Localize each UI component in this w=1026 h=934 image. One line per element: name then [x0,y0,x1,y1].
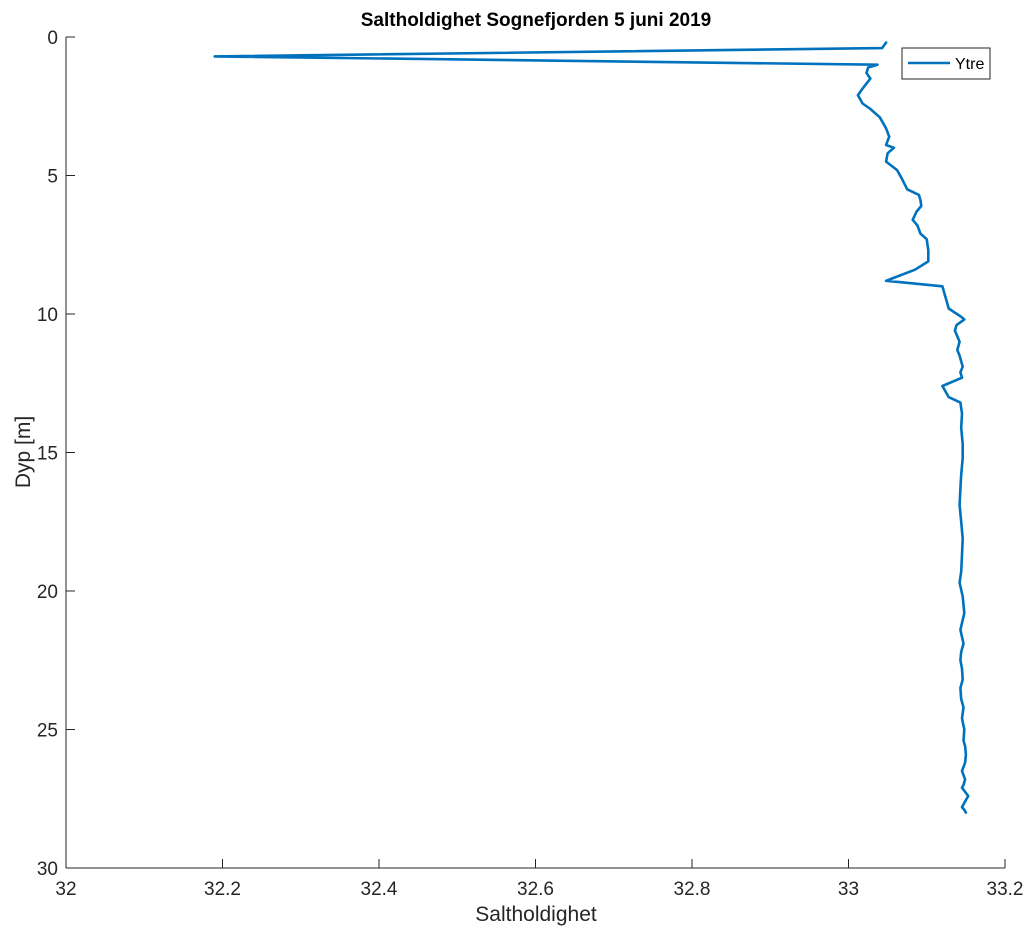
x-tick-label: 32.2 [204,879,241,900]
y-axis-ticks: 0 5 10 15 20 25 30 [37,28,75,880]
x-tick-label: 32 [55,879,76,900]
y-tick-label: 0 [47,28,58,49]
x-tick-label: 33 [838,879,859,900]
y-tick-label: 20 [37,582,58,603]
series-layer [213,41,970,814]
y-axis-title: Dyp [m] [12,416,35,488]
chart-title: Saltholdighet Sognefjorden 5 juni 2019 [361,10,712,31]
legend: Ytre [901,47,991,80]
y-tick-label: 5 [47,167,58,188]
series-line-ytre [213,41,970,814]
y-tick-label: 30 [37,859,58,880]
x-tick-label: 32.6 [517,879,554,900]
x-tick-label: 32.8 [674,879,711,900]
legend-label-ytre: Ytre [955,56,984,73]
plot-area [65,37,1005,869]
y-tick-label: 15 [37,444,58,465]
x-axis-title: Saltholdighet [475,903,597,926]
x-axis-ticks: 32 32.2 32.4 32.6 32.8 33 33.2 [55,859,1023,900]
x-tick-label: 33.2 [987,879,1024,900]
y-tick-label: 10 [37,305,58,326]
y-tick-label: 25 [37,721,58,742]
x-tick-label: 32.4 [361,879,398,900]
